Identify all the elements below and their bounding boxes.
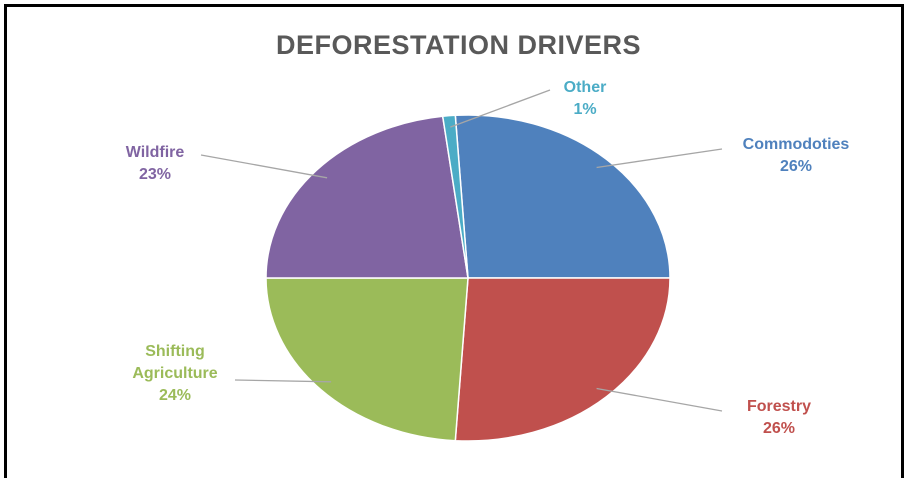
data-label-other: Other 1% [564, 79, 607, 118]
leader-line-commodoties [596, 148, 723, 169]
data-label-wildfire: Wildfire 23% [126, 144, 185, 183]
data-label-forestry: Forestry 26% [747, 398, 811, 437]
leader-line-forestry [596, 387, 723, 412]
leader-line-shifting-agriculture [234, 379, 332, 383]
data-label-shifting-agriculture: Shifting Agriculture 24% [132, 343, 217, 404]
pie-slice-forestry [454, 277, 671, 442]
pie-slice-other [441, 114, 469, 279]
leader-line-other [450, 89, 551, 128]
pie-slice-shifting-agriculture [265, 277, 469, 442]
chart-title: DEFORESTATION DRIVERS [275, 30, 642, 60]
data-label-commodoties: Commodoties 26% [743, 136, 850, 175]
pie-slice-commodoties [454, 114, 671, 279]
pie-slice-wildfire [265, 115, 469, 279]
leader-line-wildfire [200, 154, 328, 179]
